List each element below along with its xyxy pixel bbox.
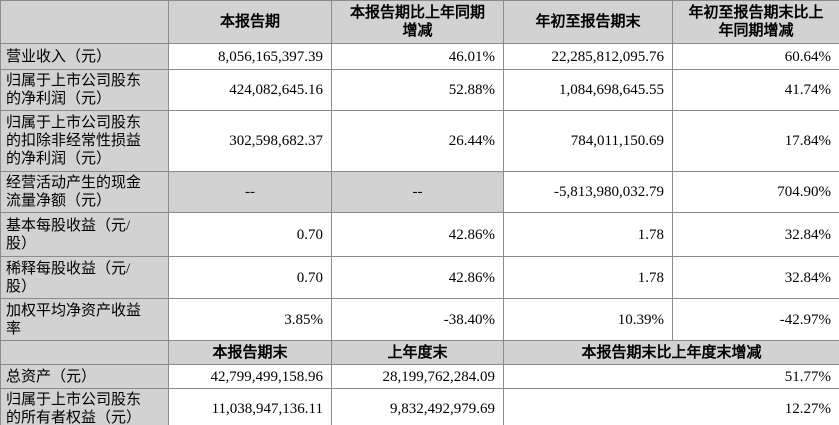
weighted-avg-roe-ytd-yoy-change: -42.97% bbox=[672, 298, 839, 341]
header-prev-year-end: 上年度末 bbox=[331, 340, 504, 365]
diluted-eps-ytd-value: 1.78 bbox=[503, 256, 673, 299]
header-current-period-yoy-change: 本报告期比上年同期 增减 bbox=[331, 0, 504, 44]
table-row-net-profit-excl-nonrecurring: 归属于上市公司股东 的扣除非经常性损益 的净利润（元） 302,598,682.… bbox=[0, 110, 839, 172]
table-row-weighted-avg-roe: 加权平均净资产收益 率 3.85% -38.40% 10.39% -42.97% bbox=[0, 298, 839, 341]
weighted-avg-roe-current-value: 3.85% bbox=[168, 298, 332, 341]
weighted-avg-roe-ytd-value: 10.39% bbox=[503, 298, 673, 341]
basic-eps-ytd-value: 1.78 bbox=[503, 212, 673, 257]
revenue-ytd-value: 22,285,812,095.76 bbox=[503, 43, 673, 70]
table-row-operating-cash-flow: 经营活动产生的现金 流量净额（元） -- -- -5,813,980,032.7… bbox=[0, 171, 839, 213]
table-header-row-period: 本报告期 本报告期比上年同期 增减 年初至报告期末 年初至报告期末比上 年同期增… bbox=[0, 0, 839, 44]
table-row-revenue: 营业收入（元） 8,056,165,397.39 46.01% 22,285,8… bbox=[0, 43, 839, 70]
net-profit-label: 归属于上市公司股东 的净利润（元） bbox=[0, 69, 169, 111]
header-change-vs-prev-year-end: 本报告期末比上年度末增减 bbox=[503, 340, 839, 365]
basic-eps-yoy-change: 42.86% bbox=[331, 212, 504, 257]
table-row-net-profit: 归属于上市公司股东 的净利润（元） 424,082,645.16 52.88% … bbox=[0, 69, 839, 111]
header-year-to-date-yoy-change: 年初至报告期末比上 年同期增减 bbox=[672, 0, 839, 44]
table-row-shareholders-equity: 归属于上市公司股东 的所有者权益（元） 11,038,947,136.11 9,… bbox=[0, 388, 839, 425]
shareholders-equity-change: 12.27% bbox=[503, 388, 839, 425]
diluted-eps-ytd-yoy-change: 32.84% bbox=[672, 256, 839, 299]
weighted-avg-roe-label: 加权平均净资产收益 率 bbox=[0, 298, 169, 341]
total-assets-period-end-value: 42,799,499,158.96 bbox=[168, 364, 332, 389]
diluted-eps-yoy-change: 42.86% bbox=[331, 256, 504, 299]
revenue-current-value: 8,056,165,397.39 bbox=[168, 43, 332, 70]
net-profit-excl-nonrecurring-current-value: 302,598,682.37 bbox=[168, 110, 332, 172]
net-profit-ytd-value: 1,084,698,645.55 bbox=[503, 69, 673, 111]
net-profit-excl-nonrecurring-ytd-yoy-change: 17.84% bbox=[672, 110, 839, 172]
operating-cash-flow-current-value: -- bbox=[168, 171, 332, 213]
net-profit-excl-nonrecurring-label: 归属于上市公司股东 的扣除非经常性损益 的净利润（元） bbox=[0, 110, 169, 172]
table-row-basic-eps: 基本每股收益（元/ 股） 0.70 42.86% 1.78 32.84% bbox=[0, 212, 839, 257]
operating-cash-flow-ytd-yoy-change: 704.90% bbox=[672, 171, 839, 213]
basic-eps-label: 基本每股收益（元/ 股） bbox=[0, 212, 169, 257]
net-profit-ytd-yoy-change: 41.74% bbox=[672, 69, 839, 111]
basic-eps-ytd-yoy-change: 32.84% bbox=[672, 212, 839, 257]
table-row-diluted-eps: 稀释每股收益（元/ 股） 0.70 42.86% 1.78 32.84% bbox=[0, 256, 839, 299]
revenue-ytd-yoy-change: 60.64% bbox=[672, 43, 839, 70]
net-profit-current-value: 424,082,645.16 bbox=[168, 69, 332, 111]
header-year-to-date: 年初至报告期末 bbox=[503, 0, 673, 44]
table-row-total-assets: 总资产（元） 42,799,499,158.96 28,199,762,284.… bbox=[0, 364, 839, 389]
shareholders-equity-period-end-value: 11,038,947,136.11 bbox=[168, 388, 332, 425]
operating-cash-flow-ytd-value: -5,813,980,032.79 bbox=[503, 171, 673, 213]
basic-eps-current-value: 0.70 bbox=[168, 212, 332, 257]
weighted-avg-roe-yoy-change: -38.40% bbox=[331, 298, 504, 341]
net-profit-yoy-change: 52.88% bbox=[331, 69, 504, 111]
corner-header-cell-2 bbox=[0, 340, 169, 365]
total-assets-label: 总资产（元） bbox=[0, 364, 169, 389]
net-profit-excl-nonrecurring-ytd-value: 784,011,150.69 bbox=[503, 110, 673, 172]
total-assets-prev-year-end-value: 28,199,762,284.09 bbox=[331, 364, 504, 389]
corner-header-cell bbox=[0, 0, 169, 44]
shareholders-equity-prev-year-end-value: 9,832,492,979.69 bbox=[331, 388, 504, 425]
diluted-eps-current-value: 0.70 bbox=[168, 256, 332, 299]
operating-cash-flow-label: 经营活动产生的现金 流量净额（元） bbox=[0, 171, 169, 213]
diluted-eps-label: 稀释每股收益（元/ 股） bbox=[0, 256, 169, 299]
table-header-row-period-end: 本报告期末 上年度末 本报告期末比上年度末增减 bbox=[0, 340, 839, 365]
shareholders-equity-label: 归属于上市公司股东 的所有者权益（元） bbox=[0, 388, 169, 425]
total-assets-change: 51.77% bbox=[503, 364, 839, 389]
header-period-end: 本报告期末 bbox=[168, 340, 332, 365]
net-profit-excl-nonrecurring-yoy-change: 26.44% bbox=[331, 110, 504, 172]
revenue-label: 营业收入（元） bbox=[0, 43, 169, 70]
header-current-period: 本报告期 bbox=[168, 0, 332, 44]
revenue-yoy-change: 46.01% bbox=[331, 43, 504, 70]
operating-cash-flow-yoy-change: -- bbox=[331, 171, 504, 213]
